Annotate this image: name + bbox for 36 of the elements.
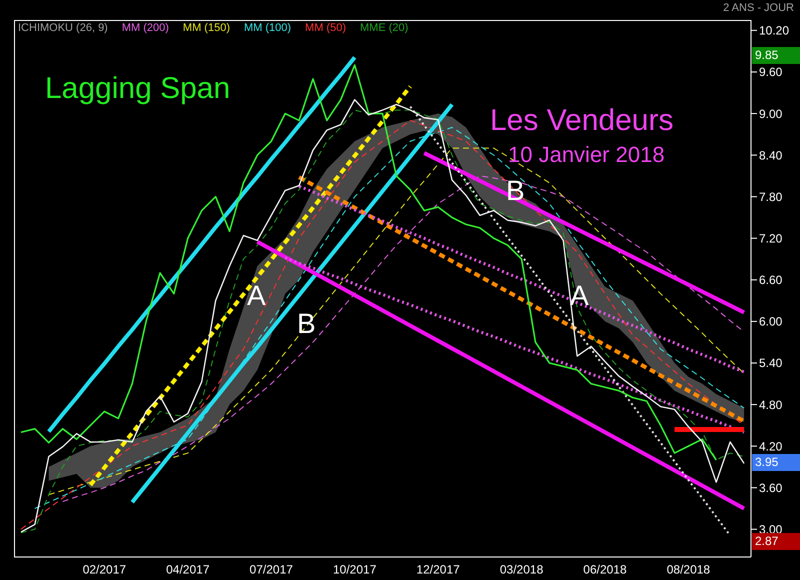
y-tick-label: 4.20 — [759, 439, 783, 454]
annotation: Les Vendeurs — [490, 104, 674, 138]
x-tick-label: 08/2018 — [666, 562, 710, 577]
y-tick-label: 10.20 — [759, 24, 790, 38]
y-tick-label: 7.80 — [759, 190, 783, 204]
text: MM (50) — [305, 22, 346, 34]
text: 9.85 — [752, 47, 800, 64]
x-tick-label: 10/2017 — [332, 562, 377, 577]
text: 3.95 — [752, 454, 800, 471]
y-tick-label: 8.40 — [759, 148, 783, 162]
annotation: 10 Janvier 2018 — [508, 142, 665, 168]
y-tick-label: 5.40 — [759, 356, 783, 370]
y-tick-label: 7.20 — [759, 232, 783, 246]
x-tick-label: 12/2017 — [416, 562, 460, 577]
y-tick-label: 6.00 — [759, 314, 783, 329]
text: MM (200) — [122, 22, 169, 34]
x-tick-label: 03/2018 — [500, 562, 544, 577]
x-tick-label: 02/2017 — [82, 562, 126, 577]
annotation: A — [570, 280, 589, 312]
text: MME (20) — [360, 22, 408, 34]
annotation: Lagging Span — [45, 72, 230, 106]
annotation: A — [247, 280, 266, 312]
annotation: B — [297, 308, 316, 340]
y-tick-label: 9.00 — [759, 106, 783, 121]
text: MM (100) — [244, 22, 292, 34]
text: 2 ANS - JOUR — [723, 2, 794, 15]
x-tick-label: 07/2017 — [250, 562, 294, 577]
y-tick-label: 3.60 — [759, 480, 783, 495]
y-tick-label: 6.60 — [759, 273, 783, 288]
text: MM (150) — [182, 22, 230, 34]
y-tick-label: 9.60 — [759, 65, 783, 80]
legend-label: ICHIMOKU (26, 9) — [18, 22, 108, 34]
x-tick-label: 06/2018 — [583, 562, 627, 577]
text: 2.87 — [752, 533, 800, 550]
y-tick-label: 4.80 — [759, 398, 783, 412]
x-tick-label: 04/2017 — [166, 562, 210, 577]
